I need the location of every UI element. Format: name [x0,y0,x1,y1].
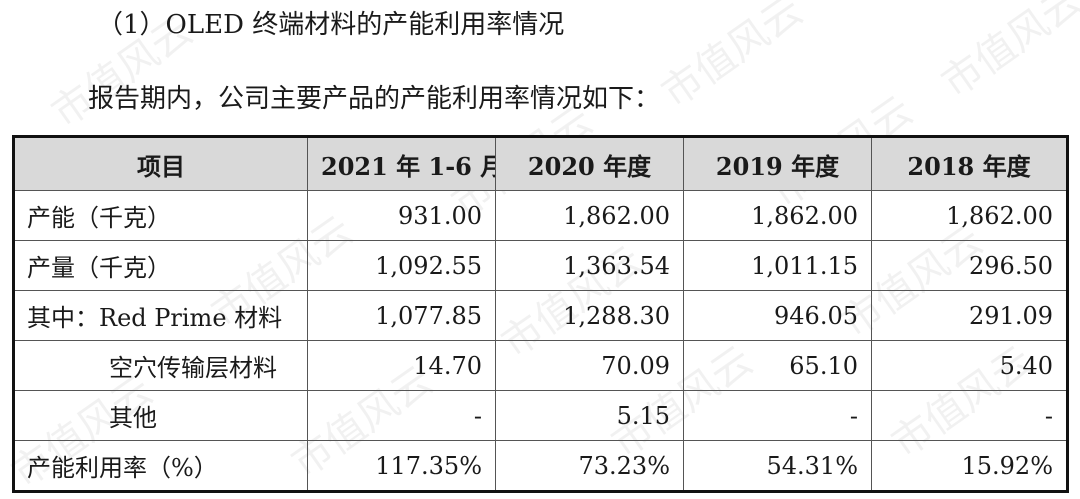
table-cell: 931.00 [307,190,496,241]
table-cell: 117.35% [307,440,496,492]
column-header-2019: 2019 年度 [683,136,872,191]
table-row: 其他 - 5.15 - - [13,390,1068,441]
row-label: 产能利用率（%） [13,440,308,492]
capacity-utilization-table: 项目 2021 年 1-6 月 2020 年度 2019 年度 2018 年度 … [12,135,1069,493]
table-header-row: 项目 2021 年 1-6 月 2020 年度 2019 年度 2018 年度 [13,136,1068,191]
row-label: 空穴传输层材料 [13,340,308,391]
table-cell: 1,077.85 [307,290,496,341]
table-cell: 1,011.15 [683,240,872,291]
table-row: 其中：Red Prime 材料 1,077.85 1,288.30 946.05… [13,290,1068,341]
table-cell: 1,288.30 [495,290,684,341]
table-cell: 54.31% [683,440,872,492]
table-cell: 946.05 [683,290,872,341]
row-label: 产能（千克） [13,190,308,241]
table-cell: 73.23% [495,440,684,492]
table-cell: - [683,390,872,441]
table-cell: 1,862.00 [495,190,684,241]
table-cell: 70.09 [495,340,684,391]
column-header-2018: 2018 年度 [871,136,1068,191]
table-row: 空穴传输层材料 14.70 70.09 65.10 5.40 [13,340,1068,391]
table-cell: 1,363.54 [495,240,684,291]
watermark: 市值风云 [933,0,1080,108]
table-cell: 14.70 [307,340,496,391]
table-cell: 15.92% [871,440,1068,492]
table-row: 产能利用率（%） 117.35% 73.23% 54.31% 15.92% [13,440,1068,492]
table-cell: 1,862.00 [683,190,872,241]
table-cell: - [871,390,1068,441]
table-cell: 1,862.00 [871,190,1068,241]
table-cell: 296.50 [871,240,1068,291]
table-row: 产量（千克） 1,092.55 1,363.54 1,011.15 296.50 [13,240,1068,291]
row-label: 产量（千克） [13,240,308,291]
row-label: 其他 [13,390,308,441]
table-cell: 5.15 [495,390,684,441]
row-label: 其中：Red Prime 材料 [13,290,308,341]
table-cell: 1,092.55 [307,240,496,291]
table-cell: 65.10 [683,340,872,391]
table-row: 产能（千克） 931.00 1,862.00 1,862.00 1,862.00 [13,190,1068,241]
table-cell: 5.40 [871,340,1068,391]
table-cell: - [307,390,496,441]
intro-text: 报告期内，公司主要产品的产能利用率情况如下： [88,84,661,114]
table-cell: 291.09 [871,290,1068,341]
column-header-item: 项目 [13,136,308,191]
section-heading: （1）OLED 终端材料的产能利用率情况 [97,10,565,40]
watermark: 市值风云 [653,0,812,118]
column-header-2021h1: 2021 年 1-6 月 [307,136,496,191]
column-header-2020: 2020 年度 [495,136,684,191]
